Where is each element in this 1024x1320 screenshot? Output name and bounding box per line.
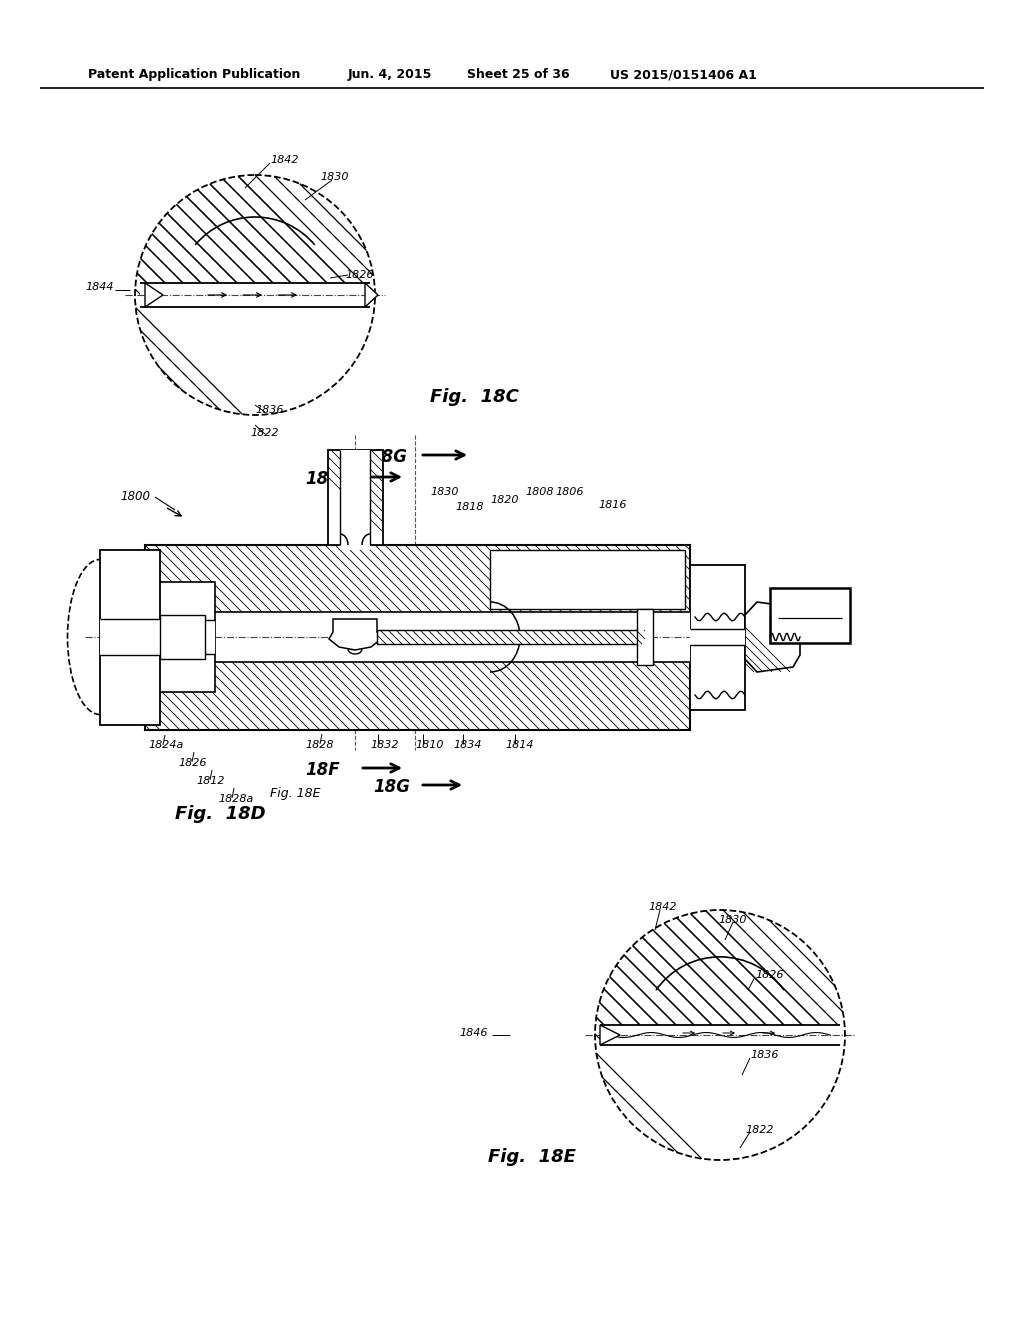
- Text: 1838: 1838: [794, 598, 826, 611]
- Text: 1836: 1836: [255, 405, 284, 414]
- Text: 1814: 1814: [505, 741, 534, 750]
- Polygon shape: [329, 619, 381, 649]
- Text: 1834: 1834: [453, 741, 481, 750]
- Text: 1846: 1846: [460, 1028, 488, 1038]
- Bar: [377, 630, 645, 644]
- Text: Fig.  18E: Fig. 18E: [488, 1148, 575, 1166]
- Text: 1824,1824b: 1824,1824b: [108, 590, 176, 601]
- Text: 1840: 1840: [680, 610, 709, 620]
- Text: 1832: 1832: [370, 741, 398, 750]
- Text: Fig.  18D: Fig. 18D: [175, 805, 265, 822]
- Text: 1830: 1830: [430, 487, 459, 498]
- Bar: [600, 1026, 840, 1045]
- Bar: [328, 450, 383, 545]
- Bar: [160, 615, 205, 659]
- Text: 1802: 1802: [350, 463, 379, 473]
- Text: 1830: 1830: [319, 172, 348, 182]
- Text: 1836: 1836: [750, 1049, 778, 1060]
- Text: 1842: 1842: [270, 154, 299, 165]
- Bar: [340, 450, 370, 550]
- Text: US 2015/0151406 A1: US 2015/0151406 A1: [610, 69, 757, 81]
- Text: 18F: 18F: [305, 762, 340, 779]
- Text: Jun. 4, 2015: Jun. 4, 2015: [348, 69, 432, 81]
- Text: Fig. 18E: Fig. 18E: [270, 787, 321, 800]
- Text: 1842: 1842: [648, 902, 677, 912]
- Bar: [770, 587, 850, 643]
- Bar: [100, 619, 160, 655]
- Text: 1816: 1816: [598, 500, 627, 510]
- Text: 1828b: 1828b: [668, 579, 703, 590]
- Bar: [115, 620, 215, 653]
- Text: 1800: 1800: [120, 490, 150, 503]
- Text: 1828: 1828: [305, 741, 334, 750]
- Text: 1808: 1808: [525, 487, 554, 498]
- Text: 1806: 1806: [555, 487, 584, 498]
- Text: 1810: 1810: [415, 741, 443, 750]
- Bar: [690, 630, 745, 645]
- Text: 1822: 1822: [250, 428, 279, 438]
- Text: Patent Application Publication: Patent Application Publication: [88, 69, 300, 81]
- Polygon shape: [145, 282, 163, 308]
- Bar: [140, 282, 370, 308]
- Bar: [145, 545, 690, 730]
- Polygon shape: [745, 602, 800, 672]
- Text: 1822: 1822: [195, 605, 223, 615]
- Polygon shape: [365, 282, 378, 308]
- Text: Sheet 25 of 36: Sheet 25 of 36: [467, 69, 569, 81]
- Polygon shape: [600, 1026, 620, 1045]
- Text: 1828a: 1828a: [218, 795, 253, 804]
- Text: 1812: 1812: [196, 776, 224, 785]
- Text: 1824a: 1824a: [148, 741, 183, 750]
- Text: 18F: 18F: [305, 470, 340, 488]
- Bar: [145, 612, 690, 663]
- Bar: [637, 609, 653, 665]
- Text: 18G: 18G: [370, 447, 407, 466]
- Bar: [115, 582, 215, 692]
- Bar: [490, 550, 685, 609]
- Text: 1836: 1836: [108, 570, 136, 579]
- Text: 1844: 1844: [85, 282, 114, 292]
- Text: 1826: 1826: [178, 758, 207, 768]
- Text: 1822: 1822: [745, 1125, 773, 1135]
- Bar: [100, 550, 160, 725]
- Text: 18G: 18G: [373, 777, 410, 796]
- Text: 1818: 1818: [455, 502, 483, 512]
- Text: Fig.  18C: Fig. 18C: [430, 388, 519, 407]
- Circle shape: [595, 909, 845, 1160]
- Text: 1804: 1804: [108, 649, 136, 660]
- Text: 1826: 1826: [345, 271, 374, 280]
- Circle shape: [135, 176, 375, 414]
- Text: 1820: 1820: [490, 495, 518, 506]
- Text: 1830: 1830: [718, 915, 746, 925]
- Text: 1826: 1826: [755, 970, 783, 979]
- Bar: [690, 565, 745, 710]
